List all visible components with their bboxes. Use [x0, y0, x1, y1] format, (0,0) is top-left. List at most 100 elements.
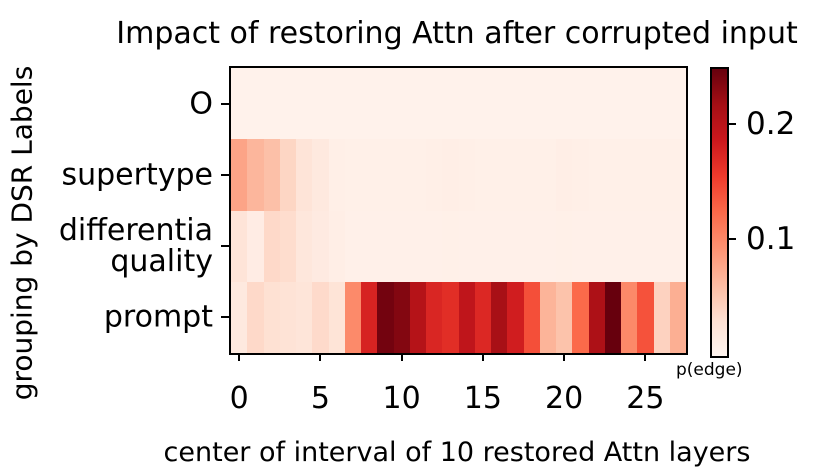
heatmap-cell [442, 68, 459, 140]
heatmap-cell [263, 210, 280, 282]
heatmap-cell [669, 210, 686, 282]
heatmap-cell [247, 281, 264, 353]
heatmap-cell [653, 281, 670, 353]
heatmap-cell [491, 68, 508, 140]
heatmap-grid [231, 68, 686, 353]
heatmap-cell [637, 281, 654, 353]
heatmap-cell [426, 139, 443, 211]
heatmap-cell [491, 281, 508, 353]
heatmap-cell [523, 210, 540, 282]
y-tick-label: differentia quality [58, 213, 213, 280]
heatmap-cell [458, 139, 475, 211]
heatmap-cell [344, 139, 361, 211]
heatmap-cell [604, 68, 621, 140]
y-tick-mark [221, 316, 229, 319]
heatmap-cell [588, 281, 605, 353]
heatmap-cell [377, 281, 394, 353]
x-axis-label: center of interval of 10 restored Attn l… [163, 437, 751, 468]
heatmap-cell [296, 139, 313, 211]
heatmap-cell [344, 68, 361, 140]
heatmap-cell [393, 139, 410, 211]
colorbar-tick-label: 0.1 [746, 221, 796, 258]
x-tick-label: 20 [545, 381, 584, 416]
heatmap-cell [507, 139, 524, 211]
heatmap-cell [474, 139, 491, 211]
heatmap-cell [523, 281, 540, 353]
heatmap-cell [426, 210, 443, 282]
x-tick-label: 5 [310, 381, 330, 416]
heatmap-cell [637, 68, 654, 140]
heatmap-cell [572, 139, 589, 211]
heatmap-cell [263, 281, 280, 353]
x-tick-mark [238, 353, 241, 361]
heatmap-cell [361, 281, 378, 353]
heatmap-cell [621, 281, 638, 353]
heatmap-cell [621, 210, 638, 282]
heatmap-cell [409, 281, 426, 353]
heatmap-cell [231, 68, 248, 140]
heatmap-cell [604, 139, 621, 211]
heatmap-cell [279, 68, 296, 140]
heatmap-cell [393, 68, 410, 140]
heatmap-cell [442, 281, 459, 353]
heatmap-cell [328, 68, 345, 140]
heatmap-cell [393, 281, 410, 353]
heatmap-cell [474, 281, 491, 353]
heatmap-cell [604, 210, 621, 282]
heatmap-cell [312, 281, 329, 353]
heatmap-cell [312, 68, 329, 140]
heatmap-cell [328, 210, 345, 282]
y-tick-label: prompt [103, 299, 213, 335]
heatmap-cell [279, 139, 296, 211]
y-tick-mark [221, 102, 229, 105]
chart-title: Impact of restoring Attn after corrupted… [116, 16, 798, 51]
heatmap-cell [491, 139, 508, 211]
heatmap-cell [507, 210, 524, 282]
heatmap-cell [328, 139, 345, 211]
heatmap-cell [669, 281, 686, 353]
heatmap-cell [621, 68, 638, 140]
colorbar-tick-mark [729, 123, 736, 126]
heatmap-cell [572, 210, 589, 282]
heatmap-cell [263, 139, 280, 211]
heatmap-cell [474, 68, 491, 140]
heatmap-plot-area [229, 66, 688, 355]
heatmap-cell [409, 68, 426, 140]
heatmap-cell [393, 210, 410, 282]
heatmap-cell [377, 139, 394, 211]
heatmap-cell [588, 210, 605, 282]
y-tick-mark [221, 173, 229, 176]
x-tick-mark [563, 353, 566, 361]
colorbar [710, 67, 729, 358]
heatmap-cell [669, 68, 686, 140]
x-tick-label: 15 [463, 381, 502, 416]
heatmap-cell [458, 281, 475, 353]
heatmap-cell [247, 68, 264, 140]
heatmap-cell [588, 68, 605, 140]
y-tick-mark [221, 245, 229, 248]
heatmap-cell [507, 281, 524, 353]
heatmap-cell [669, 139, 686, 211]
colorbar-tick-label: 0.2 [746, 106, 796, 143]
heatmap-cell [361, 68, 378, 140]
heatmap-cell [377, 68, 394, 140]
heatmap-cell [539, 68, 556, 140]
heatmap-cell [539, 210, 556, 282]
x-tick-label: 25 [626, 381, 665, 416]
x-tick-label: 0 [229, 381, 249, 416]
heatmap-cell [296, 281, 313, 353]
heatmap-cell [507, 68, 524, 140]
heatmap-cell [263, 68, 280, 140]
heatmap-cell [458, 210, 475, 282]
x-tick-mark [644, 353, 647, 361]
y-tick-label: O [189, 86, 213, 122]
heatmap-cell [344, 281, 361, 353]
x-tick-mark [481, 353, 484, 361]
heatmap-cell [409, 210, 426, 282]
heatmap-cell [523, 68, 540, 140]
heatmap-cell [361, 210, 378, 282]
heatmap-cell [539, 281, 556, 353]
heatmap-cell [653, 210, 670, 282]
heatmap-cell [312, 210, 329, 282]
heatmap-cell [279, 281, 296, 353]
